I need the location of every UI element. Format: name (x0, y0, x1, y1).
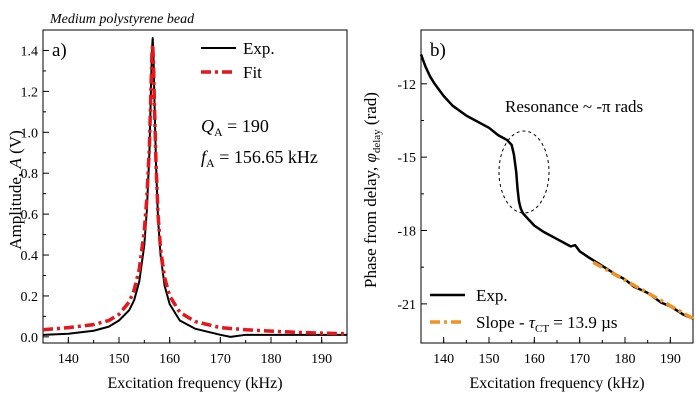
x-tick-label: 160 (159, 352, 180, 367)
panel-a-label: a) (52, 40, 67, 61)
y-tick-label: 0.6 (21, 208, 39, 223)
series-line-exp (42, 37, 347, 338)
panel-a-legend: Exp. Fit (201, 39, 275, 82)
y-tick-label: 0.8 (21, 167, 39, 182)
legend-label-slope: Slope - τCT = 13.9 µs (476, 313, 618, 335)
y-tick-label: 1.2 (21, 85, 39, 100)
series-line-slope (592, 260, 694, 321)
y-tick-label: 0.4 (21, 249, 39, 264)
y-tick-label: 1.4 (21, 44, 39, 59)
panel-b: b) 140 150 160 170 180 190 -12 -15 -18 -21 Resona… (361, 29, 694, 392)
panel-a-series (42, 37, 348, 338)
panel-b-legend: Exp. Slope - τCT = 13.9 µs (430, 286, 618, 335)
panel-b-series (419, 54, 694, 321)
x-tick-label: 170 (210, 352, 231, 367)
x-tick-label: 140 (433, 352, 454, 367)
panel-b-y-axis-label: Phase from delay, φdelay (rad) (361, 92, 383, 288)
y-tick-label: -18 (397, 225, 416, 240)
panel-a-annotation-f: fA = 156.65 kHz (201, 147, 318, 170)
y-tick-label: 1.0 (21, 126, 39, 141)
x-tick-label: 140 (58, 352, 79, 367)
y-tick-label: 0.0 (21, 331, 39, 346)
x-tick-label: 180 (261, 352, 282, 367)
panel-a-x-axis-label: Excitation frequency (kHz) (107, 375, 282, 392)
panel-b-x-axis-label: Excitation frequency (kHz) (469, 375, 644, 392)
x-tick-label: 160 (524, 352, 545, 367)
panel-b-label: b) (430, 40, 446, 61)
panel-a-annotation-q: QA = 190 (201, 116, 269, 139)
x-tick-label: 180 (615, 352, 636, 367)
x-tick-label: 150 (109, 352, 130, 367)
y-tick-label: -15 (397, 151, 416, 166)
panel-a-ticks: 140 150 160 170 180 190 0.0 0.2 0.4 0.6 0.8 1.0 1.2 1… (21, 44, 348, 367)
y-tick-label: -21 (397, 298, 416, 313)
legend-label-exp-b: Exp. (476, 286, 508, 305)
legend-label-exp: Exp. (243, 39, 275, 58)
figure-caption: Medium polystyrene bead (49, 12, 195, 27)
x-tick-label: 190 (311, 352, 332, 367)
series-line-exp (419, 54, 694, 320)
series-line-fit (42, 42, 348, 336)
x-tick-label: 190 (660, 352, 681, 367)
panel-a-y-axis-label: Amplitude, A (V) (6, 130, 25, 249)
panel-b-ticks: 140 150 160 170 180 190 -12 -15 -18 -21 (397, 78, 694, 367)
panel-a: a) 140 150 160 170 180 1900.00.20.40.60.81.01… (6, 29, 348, 392)
resonance-highlight-ellipse (498, 130, 550, 214)
legend-label-fit: Fit (243, 63, 262, 82)
x-tick-label: 150 (479, 352, 500, 367)
y-tick-label: -12 (397, 78, 416, 93)
panel-b-annotation-resonance: Resonance ~ -π rads (505, 97, 643, 116)
y-tick-label: 0.2 (21, 290, 39, 305)
panel-a-frame (42, 29, 348, 344)
x-tick-label: 170 (569, 352, 590, 367)
